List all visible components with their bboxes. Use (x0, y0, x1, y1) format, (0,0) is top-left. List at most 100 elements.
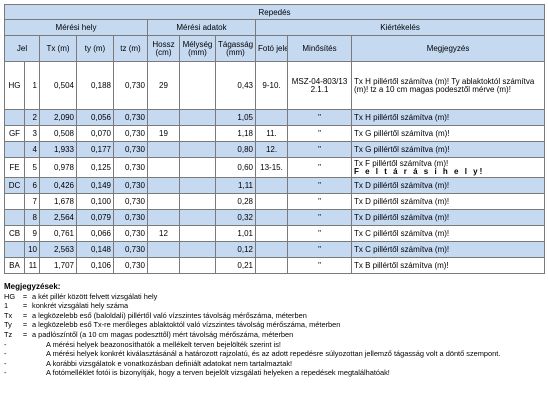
cell-foto (255, 225, 288, 242)
definition-key: Ty (4, 320, 12, 330)
cell-tagassag: 1,05 (215, 109, 256, 126)
cell-n: 6 (24, 177, 40, 194)
definition-key: Tx (4, 310, 13, 320)
cell-hossz (147, 209, 180, 226)
cell-tx: 0,504 (39, 61, 77, 110)
cell-foto (255, 177, 288, 194)
cell-ty: 0,056 (76, 109, 114, 126)
cell-jel (4, 109, 25, 126)
cell-n: 8 (24, 209, 40, 226)
cell-megjegyzes: Tx C pillértől számítva (m)! (350, 225, 546, 242)
bullet-text: A fotómelléklet fotói is bizonyítják, ho… (46, 368, 390, 378)
cell-tx: 1,933 (39, 141, 77, 158)
definition-item: Tz = a padlószíntől (a 10 cm magas podeszt… (4, 330, 544, 340)
cell-melyseg (179, 209, 216, 226)
table-row: GF 3 0,508 0,070 0,730 19 1,18 11. " Tx G pillért… (4, 125, 546, 142)
cell-megjegyzes: Tx G pillértől számítva (m)! (350, 141, 546, 158)
cell-hossz (147, 177, 180, 194)
cell-n: 9 (24, 225, 40, 242)
cell-foto: 13-15. (255, 157, 288, 178)
cell-minosites: " (287, 125, 352, 142)
cell-hossz: 29 (147, 61, 180, 110)
cell-minosites: " (287, 241, 352, 258)
cell-jel (4, 193, 25, 210)
cell-hossz (147, 193, 180, 210)
col-header-ty: ty (m) (76, 35, 114, 62)
cell-megjegyzes: Tx D pillértől számítva (m)! (350, 193, 546, 210)
remark-text: Tx C pillértől számítva (m)! (354, 228, 450, 238)
cell-melyseg (179, 61, 216, 110)
cell-melyseg (179, 141, 216, 158)
excavation-site-label: F e l t á r á s i h e l y! (354, 166, 485, 176)
cell-melyseg (179, 109, 216, 126)
col-header-hossz: Hossz (cm) (147, 35, 180, 62)
cell-hossz (147, 241, 180, 258)
cell-jel (4, 209, 25, 226)
cell-tx: 1,707 (39, 257, 77, 274)
group-header-meresi-adatok: Mérési adatok (147, 19, 256, 36)
cell-hossz: 19 (147, 125, 180, 142)
cell-n: 10 (24, 241, 40, 258)
notes-section: Megjegyzések: HG = a két pillér között fel… (4, 282, 544, 378)
cell-tz: 0,730 (113, 125, 148, 142)
definition-text: a padlószíntől (a 10 cm magas podeszttől… (32, 329, 294, 339)
cell-foto: 9-10. (255, 61, 288, 110)
cell-melyseg (179, 177, 216, 194)
definition-key: 1 (4, 301, 9, 311)
cell-tagassag: 0,43 (215, 61, 256, 110)
cell-n: 11 (24, 257, 40, 274)
remark-text: Tx H pillértől számítva (m)! Ty ablaktok… (354, 76, 535, 94)
definition-eq: = (22, 291, 28, 301)
cell-megjegyzes: Tx D pillértől számítva (m)! (350, 209, 546, 226)
cell-ty: 0,148 (76, 241, 114, 258)
definition-key: Tz (4, 329, 13, 339)
cell-foto (255, 193, 288, 210)
cell-hossz (147, 157, 180, 178)
cell-jel: HG (4, 61, 25, 110)
cell-foto (255, 209, 288, 226)
cell-n: 1 (24, 61, 40, 110)
bullet-mark: - (4, 339, 7, 349)
cell-foto (255, 109, 288, 126)
remark-text: Tx G pillértől számítva (m)! (354, 144, 450, 154)
col-header-tx: Tx (m) (39, 35, 77, 62)
cell-tagassag: 0,21 (215, 257, 256, 274)
cell-tagassag: 0,80 (215, 141, 256, 158)
cell-foto (255, 257, 288, 274)
group-header-kiertekeles: Kiértékelés (254, 19, 546, 36)
cell-n: 7 (24, 193, 40, 210)
bullet-mark: - (4, 358, 7, 368)
bullet-mark: - (4, 349, 7, 359)
cell-tagassag: 1,01 (215, 225, 256, 242)
cell-minosites: " (287, 193, 352, 210)
table-row: HG 1 0,504 0,188 0,730 29 0,43 9-10. MSZ-04-803/… (4, 61, 546, 110)
cell-megjegyzes: Tx H pillértől számítva (m)! (350, 109, 546, 126)
bullet-text: A mérési helyek konkrét kiválasztásánál … (46, 349, 501, 359)
definition-item: Ty = a legközelebb eső Tx-re merőleges abl… (4, 320, 544, 330)
cell-melyseg (179, 241, 216, 258)
cell-tagassag: 1,11 (215, 177, 256, 194)
cell-minosites: " (287, 109, 352, 126)
cell-ty: 0,188 (76, 61, 114, 110)
cell-minosites: " (287, 141, 352, 158)
table-row: CB 9 0,761 0,066 0,730 12 1,01 " Tx C pillértől … (4, 225, 546, 242)
definition-eq: = (22, 310, 28, 320)
cell-tagassag: 1,18 (215, 125, 256, 142)
note-bullet: - A fotómelléklet fotói is bizonyítják, h… (4, 368, 544, 378)
cell-tagassag: 0,12 (215, 241, 256, 258)
table-row: 2 2,090 0,056 0,730 1,05 " Tx H pillértől szám… (4, 109, 546, 126)
col-header-megjegyzes: Megjegyzés (350, 35, 546, 62)
cell-tz: 0,730 (113, 141, 148, 158)
cell-tx: 1,678 (39, 193, 77, 210)
cell-hossz (147, 141, 180, 158)
cell-hossz: 12 (147, 225, 180, 242)
cell-megjegyzes: Tx F pillértől számítva (m)! F e l t á r … (350, 157, 546, 178)
remark-text: Tx D pillértől számítva (m)! (354, 180, 450, 190)
cell-tx: 0,426 (39, 177, 77, 194)
cell-jel: BA (4, 257, 25, 274)
col-header-melyseg: Mélység (mm) (179, 35, 216, 62)
bullet-mark: - (4, 368, 7, 378)
cell-tz: 0,730 (113, 225, 148, 242)
definition-eq: = (22, 329, 28, 339)
cell-tz: 0,730 (113, 157, 148, 178)
